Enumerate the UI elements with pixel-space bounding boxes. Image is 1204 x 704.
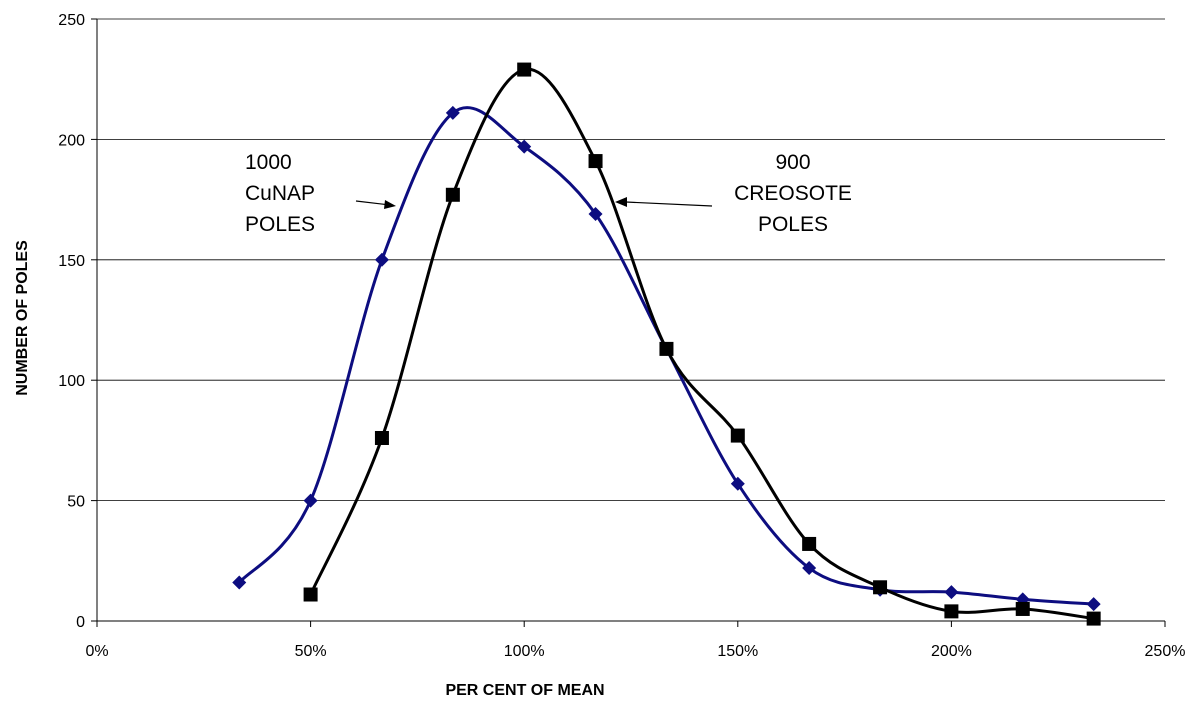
annotation-cunap-arrow xyxy=(355,200,391,206)
series-1-marker-2 xyxy=(445,187,460,202)
annotation-cunap-line-2: CuNAP xyxy=(245,182,315,205)
y-tick-label-0: 0 xyxy=(76,614,85,631)
series-0-marker-0 xyxy=(232,575,247,590)
data-markers xyxy=(232,62,1101,626)
annotation-creosote-arrow xyxy=(625,201,713,207)
x-tick-label-3: 150% xyxy=(717,643,758,660)
y-axis-title: NUMBER OF POLES xyxy=(14,240,31,396)
annotation-creosote-line-1: 900 xyxy=(775,151,810,174)
series-1-marker-6 xyxy=(730,428,745,443)
x-tick-label-2: 100% xyxy=(504,643,545,660)
x-axis-title: PER CENT OF MEAN xyxy=(445,682,604,699)
series-0-line xyxy=(238,106,1094,606)
series-1-marker-7 xyxy=(802,536,817,551)
series-1-marker-10 xyxy=(1015,601,1030,616)
series-1-marker-1 xyxy=(374,430,389,445)
y-tick-label-5: 250 xyxy=(58,12,85,29)
series-1-marker-9 xyxy=(944,604,959,619)
annotation-creosote-line-2: CREOSOTE xyxy=(734,182,852,205)
series-0-marker-1 xyxy=(303,493,318,508)
series-0-marker-12 xyxy=(1086,597,1101,612)
x-tick-label-5: 250% xyxy=(1145,643,1186,660)
annotation-creosote: 900 CREOSOTE POLES xyxy=(615,151,852,236)
series-1-marker-11 xyxy=(1086,611,1101,626)
annotation-creosote-arrowhead xyxy=(615,197,627,207)
annotation-cunap: 1000 CuNAP POLES xyxy=(245,151,396,236)
series-0-marker-2 xyxy=(374,252,389,267)
series-1-marker-4 xyxy=(588,154,603,169)
annotation-cunap-arrowhead xyxy=(384,200,396,209)
series-0-marker-8 xyxy=(802,561,817,576)
y-tick-label-3: 150 xyxy=(58,253,85,270)
series-1-marker-8 xyxy=(873,580,888,595)
y-tick-label-1: 50 xyxy=(67,494,85,511)
y-tick-label-2: 100 xyxy=(58,373,85,390)
x-tick-label-4: 200% xyxy=(931,643,972,660)
y-tick-label-4: 200 xyxy=(58,132,85,149)
series-1-marker-0 xyxy=(303,587,318,602)
series-0-marker-3 xyxy=(445,105,460,120)
annotation-creosote-line-3: POLES xyxy=(758,213,828,236)
series-0-marker-5 xyxy=(588,207,603,222)
series-0-marker-10 xyxy=(944,585,959,600)
x-tick-label-1: 50% xyxy=(295,643,327,660)
annotation-cunap-line-1: 1000 xyxy=(245,151,292,174)
series-1-line xyxy=(309,67,1094,621)
series-lines xyxy=(238,67,1094,621)
series-0-marker-7 xyxy=(730,476,745,491)
series-0-marker-4 xyxy=(517,139,532,154)
x-tick-label-0: 0% xyxy=(85,643,108,660)
axes xyxy=(91,18,1166,627)
tick-labels: 0 50 100 150 200 250 0% 50% 100% 150% 200% 250% xyxy=(58,12,1185,660)
series-1-marker-5 xyxy=(659,341,674,356)
annotation-cunap-line-3: POLES xyxy=(245,213,315,236)
series-1-marker-3 xyxy=(517,62,532,77)
